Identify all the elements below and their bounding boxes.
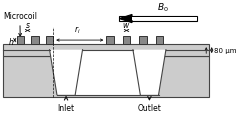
Bar <box>3 45 209 57</box>
Text: Outlet: Outlet <box>138 103 161 112</box>
Text: $h$: $h$ <box>8 35 14 46</box>
Polygon shape <box>119 15 132 24</box>
Polygon shape <box>50 50 83 95</box>
Bar <box>123 37 130 45</box>
Bar <box>3 57 209 98</box>
Bar <box>17 37 24 45</box>
Bar <box>156 37 163 45</box>
Text: Microcoil: Microcoil <box>3 12 37 37</box>
Bar <box>31 37 38 45</box>
Bar <box>119 17 197 22</box>
Bar <box>75 50 140 95</box>
Bar <box>132 18 197 21</box>
Text: $s$: $s$ <box>25 20 30 29</box>
Bar <box>46 37 53 45</box>
Bar <box>106 37 114 45</box>
Text: $r_i$: $r_i$ <box>74 25 80 36</box>
Polygon shape <box>133 50 166 95</box>
Text: 80 μm: 80 μm <box>214 48 236 54</box>
Text: Inlet: Inlet <box>58 103 75 112</box>
Text: $w$: $w$ <box>122 20 131 29</box>
Bar <box>139 37 147 45</box>
Text: $B_0$: $B_0$ <box>157 1 169 13</box>
